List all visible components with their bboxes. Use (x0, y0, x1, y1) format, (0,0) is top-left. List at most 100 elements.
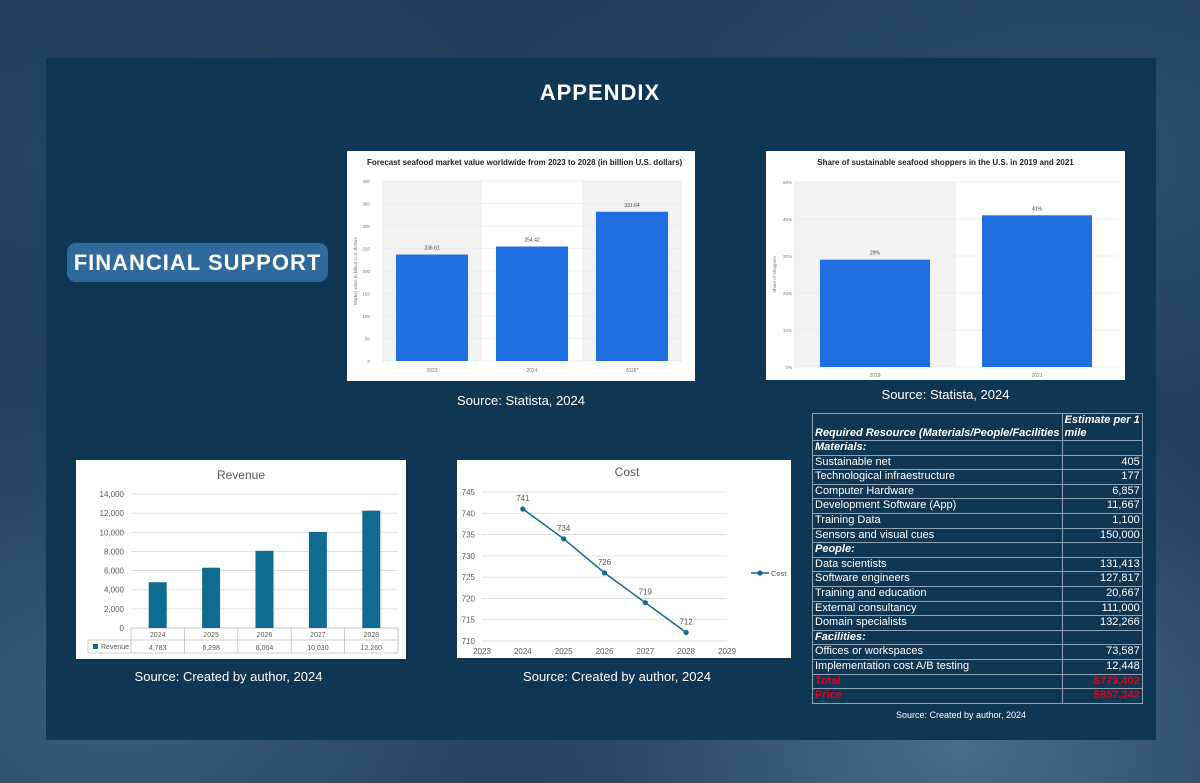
x-tick-label: 2025 (555, 647, 573, 656)
cost-source: Source: Created by author, 2024 (523, 669, 711, 684)
bar-value-label: 41% (1032, 206, 1043, 212)
y-tick-label: 400 (362, 179, 370, 184)
bar (396, 254, 468, 361)
y-tick-label: 20% (783, 291, 792, 296)
chart-title: Revenue (217, 468, 265, 482)
resource-label: Total (812, 673, 1063, 690)
data-label: 741 (516, 494, 530, 503)
sustainable-shoppers-source: Source: Statista, 2024 (881, 387, 1010, 402)
resource-value: 405 (1061, 454, 1143, 471)
data-point (601, 570, 608, 576)
x-tick-label: 2028 (677, 647, 695, 656)
table-row: Implementation cost A/B testing 12,448 (812, 658, 1143, 675)
x-tick-label: 2024 (526, 368, 537, 374)
table-row: External consultancy 111,000 (812, 600, 1143, 617)
resource-value: $857,342 (1061, 688, 1143, 704)
seafood-market-chart-card: Forecast seafood market value worldwide … (347, 151, 695, 381)
resource-value: 127,817 (1061, 571, 1143, 587)
x-tick-label: 2028 (364, 632, 380, 639)
data-label: 726 (598, 558, 612, 567)
table-section-row: Facilities: (812, 629, 1143, 646)
bar (202, 567, 221, 628)
resource-value (1061, 440, 1143, 456)
table-section-row: People: (812, 542, 1143, 558)
cost-chart-card: Cost 710 715 720 725 730 735 740 745 2023 2024 2025… (457, 460, 791, 658)
revenue-source: Source: Created by author, 2024 (134, 669, 323, 684)
bar-value-label: 236.61 (424, 246, 440, 252)
bar-value-label: 254.42 (524, 238, 540, 244)
x-tick-label: 2027 (310, 632, 326, 639)
table-section-row: Materials: (812, 440, 1143, 456)
bar (255, 550, 274, 628)
y-tick-label: 0 (120, 624, 125, 633)
resource-value: 177 (1061, 469, 1143, 485)
table-total-row: Price $857,342 (812, 688, 1143, 704)
data-point (520, 506, 526, 512)
table-value: 12,260 (361, 645, 383, 652)
legend-label: Revenue (101, 644, 129, 651)
table-value: 10,030 (307, 645, 329, 652)
y-tick-label: 6,000 (104, 567, 125, 576)
y-tick-label: 12,000 (100, 509, 125, 518)
resource-table-source: Source: Created by author, 2024 (895, 709, 1027, 720)
resource-value: 20,667 (1061, 585, 1143, 602)
x-tick-label: 2026 (596, 647, 614, 656)
y-tick-label: 0 (367, 359, 370, 364)
resource-label: Data scientists (812, 556, 1063, 573)
sustainable-shoppers-chart: 0% 10% 20% 30% 40% 50% Share of shoppers 29% 201… (772, 180, 1118, 379)
resource-label: Domain specialists (812, 615, 1063, 631)
y-tick-label: 4,000 (104, 586, 125, 595)
y-tick-label: 715 (462, 616, 476, 625)
seafood-market-source: Source: Statista, 2024 (457, 393, 585, 408)
resource-col-header: Required Resource (Materials/People/Faci… (812, 413, 1063, 441)
resource-label: External consultancy (812, 600, 1063, 617)
bar-value-label: 331.64 (624, 203, 640, 209)
x-tick-label: 2023 (473, 647, 491, 656)
data-point (561, 536, 567, 542)
resource-value: 132,266 (1061, 615, 1143, 631)
resource-table-wrap: Required Resource (Materials/People/Faci… (812, 413, 1143, 720)
x-tick-label: 2024 (150, 632, 166, 639)
bar (820, 259, 930, 367)
y-tick-label: 720 (462, 594, 476, 603)
page-title: APPENDIX (539, 80, 661, 105)
resource-value: 150,000 (1061, 527, 1143, 544)
resource-table-header: Required Resource (Materials/People/Faci… (812, 413, 1143, 441)
y-tick-label: 300 (362, 224, 370, 229)
resource-value: 1,100 (1061, 512, 1143, 529)
y-tick-label: 8,000 (104, 547, 125, 556)
y-tick-label: 100 (362, 314, 370, 319)
cost-chart: Cost 710 715 720 725 730 735 740 745 2023 2024 2025… (462, 465, 788, 656)
data-label: 719 (639, 588, 653, 597)
resource-value (1061, 542, 1143, 558)
chart-title: Cost (615, 465, 640, 479)
resource-value: 12,448 (1061, 658, 1143, 675)
x-tick-label: 2025 (203, 632, 219, 639)
resource-label: Training Data (812, 512, 1063, 529)
table-total-row: Total $779,402 (812, 673, 1143, 690)
data-label: 734 (557, 524, 571, 533)
y-tick-label: 50% (783, 180, 792, 185)
table-value: 4,783 (149, 645, 167, 652)
resource-label: Offices or workspaces (812, 644, 1063, 660)
data-point (683, 629, 689, 636)
x-tick-label: 2023 (426, 368, 437, 374)
table-row: Training Data 1,100 (812, 512, 1143, 529)
x-tick-label: 2029 (718, 647, 736, 656)
y-tick-label: 740 (462, 509, 476, 518)
y-tick-label: 10% (783, 328, 792, 333)
resource-label: Materials: (812, 440, 1063, 456)
y-tick-label: 725 (462, 573, 476, 582)
resource-value: 11,667 (1061, 498, 1143, 514)
y-tick-label: 710 (462, 637, 476, 646)
table-row: Sensors and visual cues 150,000 (812, 527, 1143, 544)
y-tick-label: 150 (362, 292, 370, 297)
bar (148, 582, 167, 628)
table-row: Computer Hardware 6,857 (812, 483, 1143, 500)
bar-value-label: 29% (870, 251, 881, 257)
y-tick-label: 745 (462, 488, 476, 497)
bar (596, 211, 668, 361)
y-tick-label: 40% (783, 217, 792, 222)
y-tick-label: 0% (785, 365, 792, 370)
legend-swatch (93, 644, 98, 649)
